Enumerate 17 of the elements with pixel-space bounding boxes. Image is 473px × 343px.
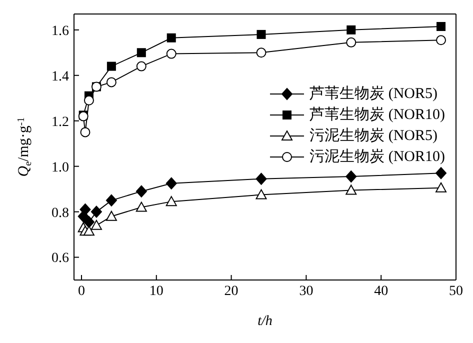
legend-label: 芦苇生物炭 (NOR10) bbox=[310, 106, 445, 124]
y-tick-label: 0.6 bbox=[52, 251, 69, 266]
x-tick-label: 50 bbox=[449, 284, 463, 299]
y-tick-label: 1.6 bbox=[52, 24, 69, 39]
x-tick-label: 0 bbox=[78, 284, 85, 299]
legend-label: 污泥生物炭 (NOR10) bbox=[310, 148, 445, 166]
legend-label: 芦苇生物炭 (NOR5) bbox=[310, 84, 438, 103]
x-tick-label: 10 bbox=[149, 284, 164, 299]
y-tick-label: 0.8 bbox=[52, 206, 69, 221]
legend-label: 污泥生物炭 (NOR5) bbox=[310, 126, 438, 145]
y-tick-label: 1.2 bbox=[52, 114, 69, 130]
y-tick-label: 1.0 bbox=[52, 160, 69, 176]
x-tick-label: 40 bbox=[374, 284, 388, 299]
x-tick-label: 20 bbox=[224, 284, 238, 299]
x-axis-title: t/h bbox=[258, 314, 272, 329]
y-tick-label: 1.4 bbox=[52, 69, 69, 84]
x-tick-label: 30 bbox=[299, 284, 314, 299]
